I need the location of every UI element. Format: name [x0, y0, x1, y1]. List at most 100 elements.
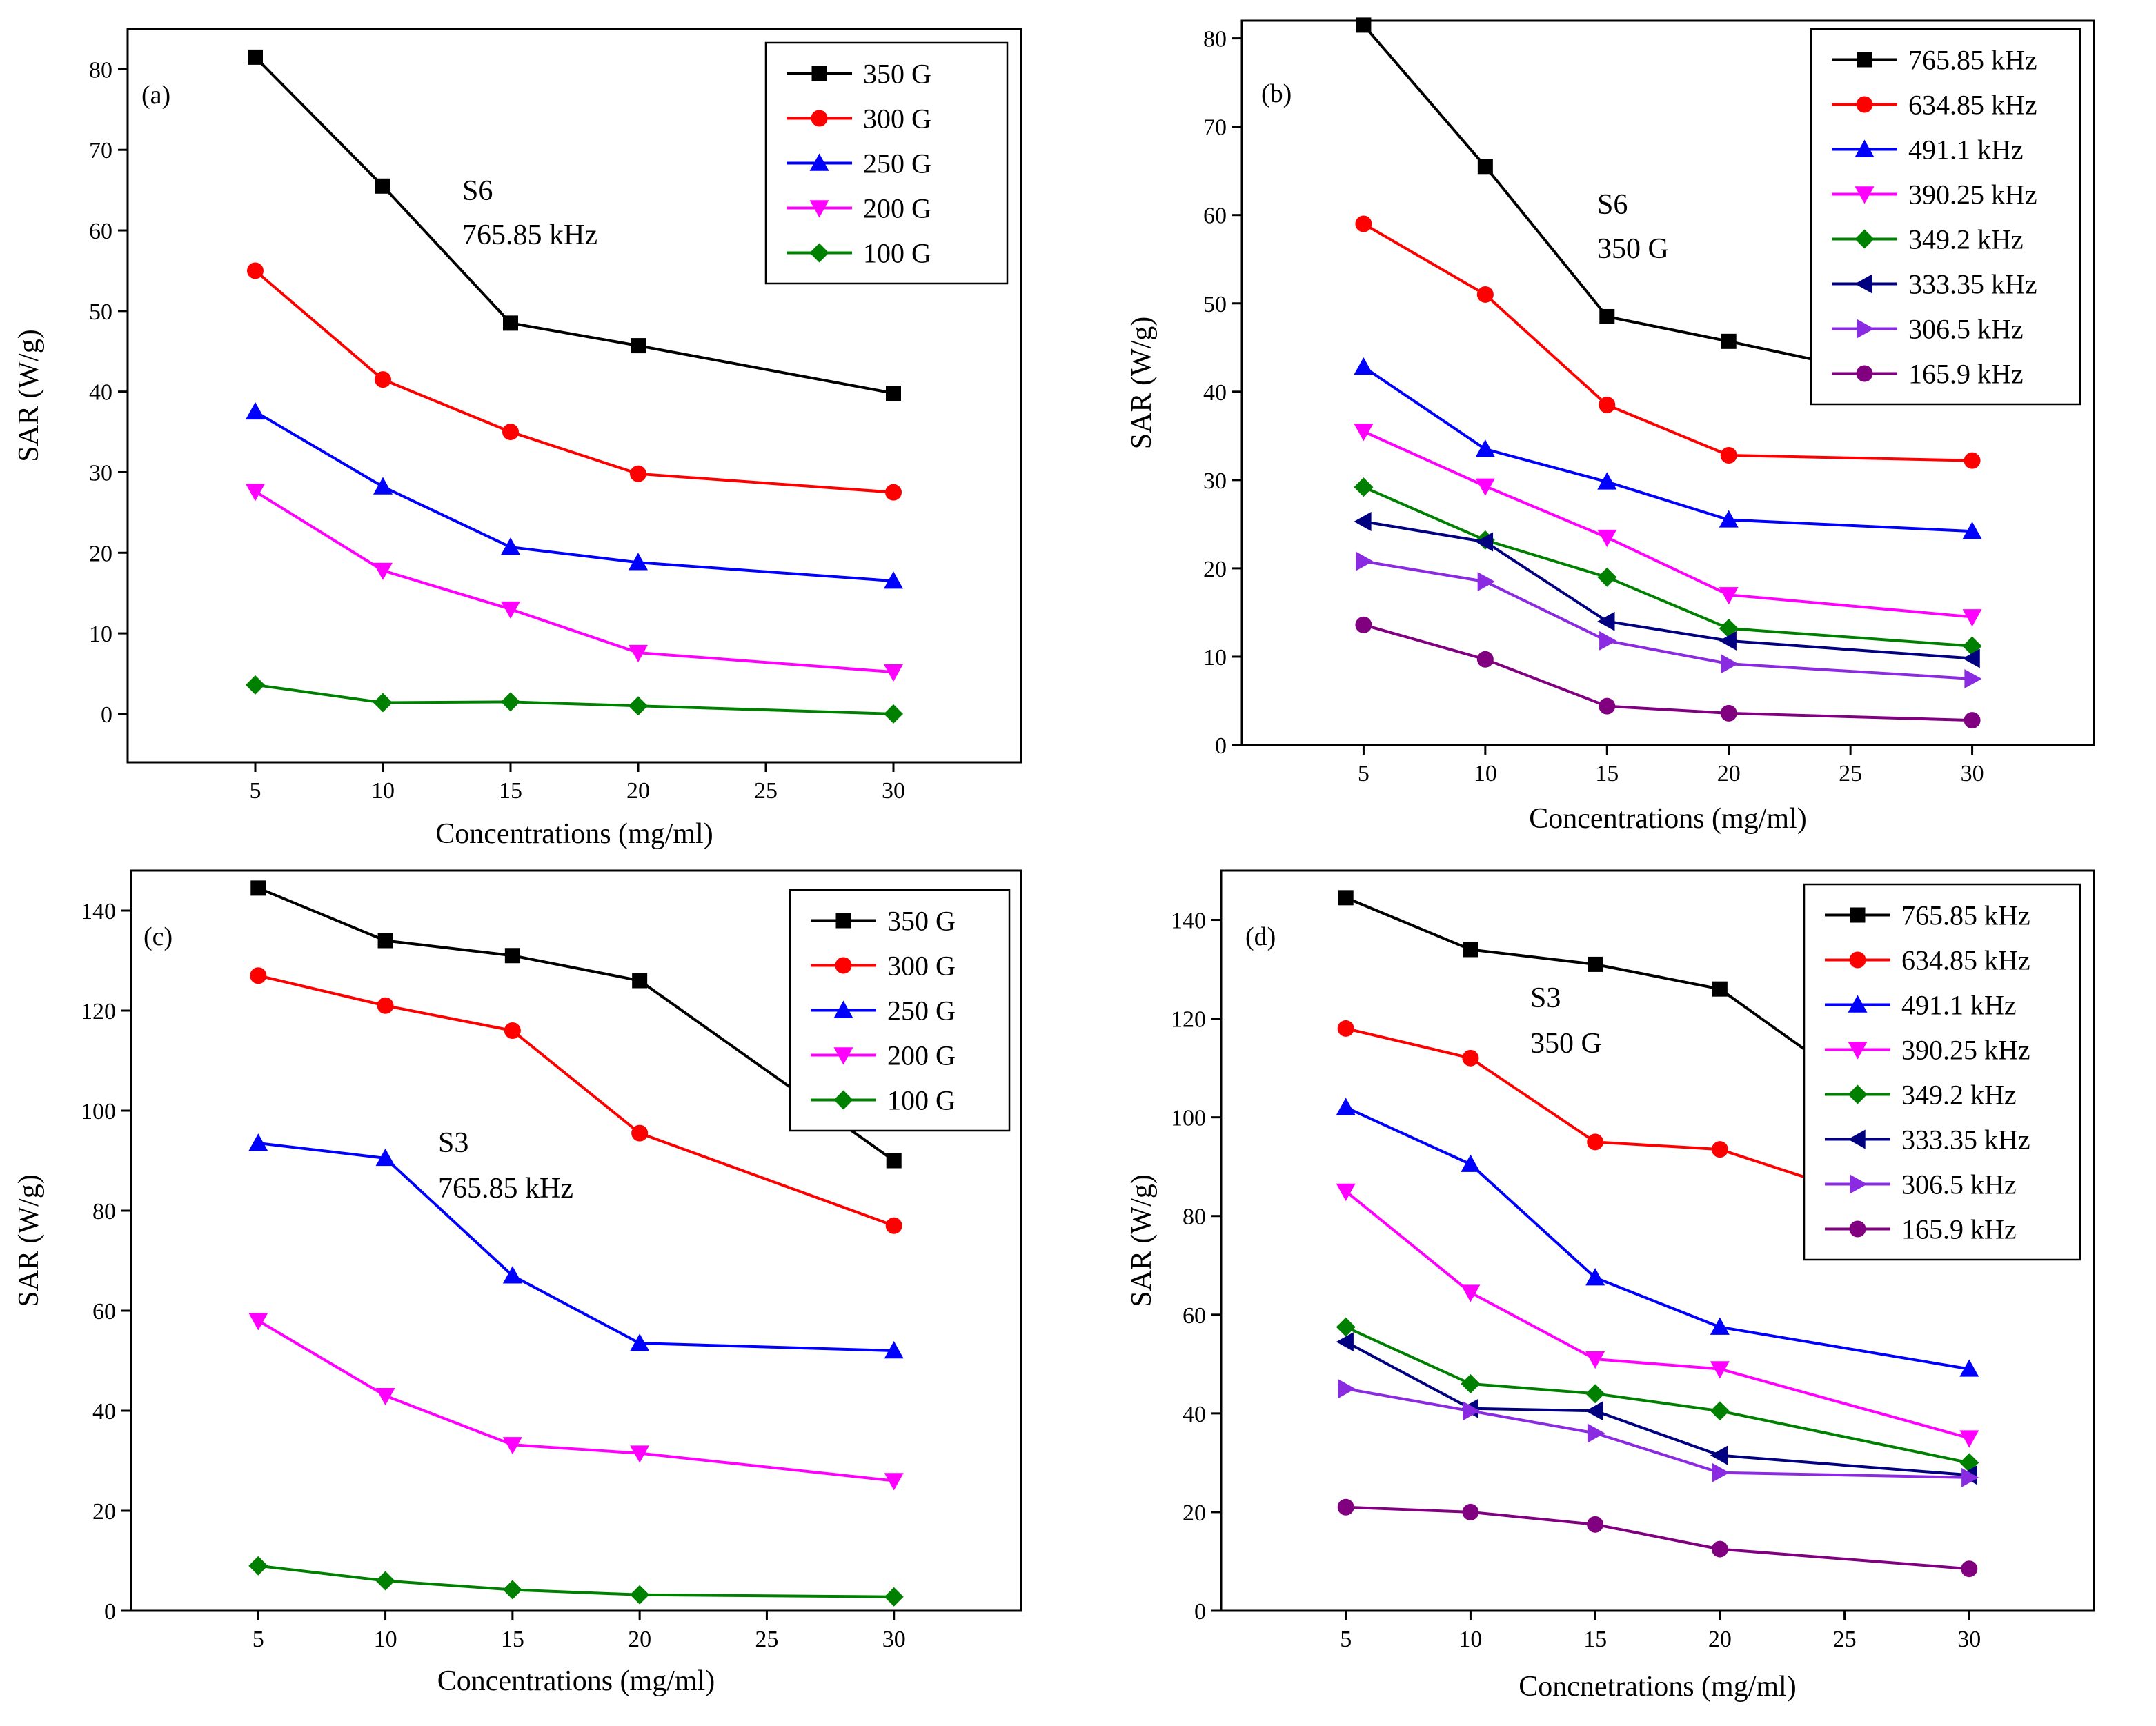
series-8	[1355, 616, 1981, 729]
data-point	[630, 1445, 650, 1463]
x-axis-title: Concnetrations (mg/ml)	[1519, 1671, 1796, 1703]
series-2	[1355, 215, 1981, 469]
data-point	[1961, 1560, 1978, 1578]
chart-panel-d: 5 10 15 20 25 30 0 20 40 60 80 100 120 140 Concnetrati…	[1126, 869, 2095, 1703]
legend-label: 765.85 kHz	[1901, 900, 2030, 931]
legend-marker	[1855, 139, 1875, 157]
panel-label: (c)	[144, 922, 172, 951]
legend-box	[1803, 883, 2081, 1261]
series-line	[255, 683, 894, 715]
data-point	[1587, 1516, 1604, 1533]
series-line	[257, 1319, 894, 1482]
data-point	[375, 1148, 395, 1167]
data-point	[1721, 333, 1737, 349]
data-point	[1355, 215, 1372, 232]
legend-marker	[1855, 229, 1875, 249]
x-axis-title: Concentrations (mg/ml)	[435, 818, 713, 850]
y-tick-label: 80	[1203, 27, 1227, 52]
data-point	[630, 465, 646, 482]
legend-marker	[811, 66, 827, 81]
legend-marker	[809, 153, 829, 171]
legend-marker	[1855, 186, 1875, 204]
y-tick-label: 10	[89, 622, 112, 647]
data-point	[1712, 1462, 1730, 1482]
data-point	[1599, 631, 1617, 651]
data-point	[1337, 1020, 1354, 1037]
data-point	[884, 571, 903, 589]
series-8	[1337, 1498, 1978, 1578]
y-tick-label: 0	[1194, 1599, 1206, 1625]
legend-marker	[1857, 319, 1875, 339]
y-tick-label: 40	[92, 1399, 116, 1425]
data-point	[1710, 1401, 1730, 1421]
panel-label: (b)	[1261, 79, 1292, 108]
legend-label: 349.2 kHz	[1901, 1080, 2017, 1111]
series-line	[1363, 559, 1972, 680]
data-point	[1962, 609, 1982, 627]
data-point	[1356, 551, 1374, 571]
data-point	[1599, 397, 1616, 414]
data-point	[1355, 616, 1372, 633]
x-tick-label: 10	[374, 1627, 397, 1652]
x-axis-title: Concentrations (mg/ml)	[1529, 803, 1806, 835]
y-tick-label: 20	[1183, 1500, 1206, 1526]
data-point	[248, 1133, 268, 1151]
y-tick-label: 40	[1183, 1402, 1206, 1427]
x-tick-label: 5	[253, 1627, 264, 1652]
series-5	[248, 1556, 904, 1607]
y-axis-title: SAR (W/g)	[13, 329, 45, 462]
data-point	[884, 704, 903, 724]
series-3	[1354, 357, 1982, 539]
data-point	[1337, 1498, 1354, 1516]
series-line	[1363, 520, 1972, 660]
legend-label: 300 G	[887, 951, 956, 982]
legend-label: 250 G	[863, 148, 931, 179]
data-point	[501, 692, 520, 712]
data-point	[375, 1388, 395, 1406]
legend: 350 G 300 G 250 G 200 G 100 G	[789, 889, 1011, 1132]
data-point	[1599, 308, 1615, 324]
data-point	[1719, 587, 1739, 605]
data-point	[1354, 477, 1374, 497]
data-point	[1719, 631, 1737, 651]
data-point	[1964, 452, 1981, 469]
x-tick-label: 5	[1340, 1627, 1352, 1652]
data-point	[1720, 447, 1737, 464]
y-tick-label: 120	[81, 999, 116, 1024]
data-point	[501, 601, 520, 619]
legend-label: 100 G	[863, 238, 931, 269]
data-point	[373, 693, 393, 713]
data-point	[1477, 572, 1495, 592]
legend-marker	[1855, 274, 1872, 294]
data-point	[1461, 1373, 1481, 1393]
data-point	[246, 675, 265, 695]
data-point	[1477, 159, 1493, 175]
data-point	[1959, 1359, 1979, 1377]
chart-panel-b: 5 10 15 20 25 30 0 10 20 30 40 50 60 70 80 Concentratio…	[1126, 17, 2095, 835]
data-point	[1710, 1361, 1730, 1379]
data-point	[1588, 956, 1603, 972]
x-tick-label: 20	[1717, 761, 1741, 786]
legend-marker	[811, 110, 828, 127]
x-tick-label: 15	[1583, 1627, 1607, 1652]
series-3	[248, 1133, 904, 1359]
x-tick-label: 10	[1458, 1627, 1482, 1652]
legend: 350 G 300 G 250 G 200 G 100 G	[764, 41, 1009, 285]
y-tick-label: 80	[89, 57, 112, 83]
data-point	[1721, 654, 1739, 674]
data-point	[1719, 510, 1739, 528]
plot-frame	[126, 28, 1022, 764]
data-point	[502, 1437, 522, 1455]
legend-marker	[1850, 1174, 1868, 1194]
plot-frame	[1240, 19, 2095, 746]
data-point	[1475, 478, 1495, 496]
series-3	[246, 401, 903, 589]
data-point	[246, 401, 265, 420]
data-point	[1712, 981, 1728, 997]
series-7	[1356, 551, 1982, 688]
legend-marker	[1857, 52, 1872, 68]
data-point	[1354, 512, 1372, 532]
data-point	[885, 484, 902, 501]
